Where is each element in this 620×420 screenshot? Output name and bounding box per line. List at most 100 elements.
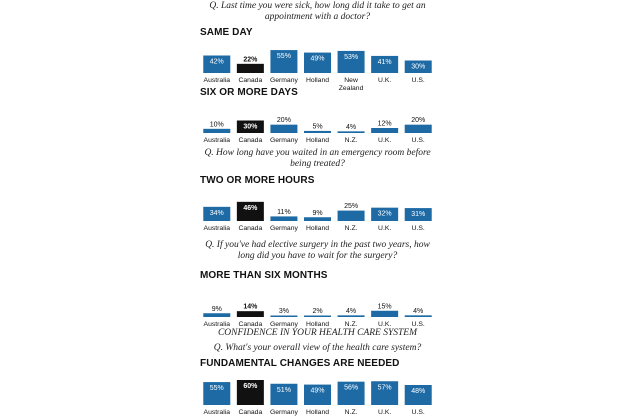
- chart-1-bar-1: [203, 55, 231, 73]
- chart-3-svg: 34% Australia 46% Canada 11% Germany 9% Holland…: [203, 201, 432, 232]
- chart-3-bar-5: [337, 210, 365, 221]
- chart-1-category-label-4: Holland: [306, 77, 329, 84]
- chart-5-bar-5: [337, 381, 365, 405]
- chart-1-category-label-7: U.S.: [412, 77, 425, 84]
- section-title: CONFIDENCE IN YOUR HEALTH CARE SYSTEM: [217, 328, 418, 338]
- chart-3-value-label-6: 32%: [378, 211, 392, 218]
- chart-5-value-label-5: 56%: [344, 385, 358, 392]
- chart-2-category-label-3: Germany: [270, 137, 299, 144]
- chart-4-value-label-2: 14%: [243, 304, 258, 311]
- chart-4-value-label-6: 15%: [378, 303, 392, 310]
- chart-5-value-label-1: 55%: [210, 385, 224, 392]
- chart-1-value-label-4: 49%: [310, 56, 324, 63]
- chart-3-heading: TWO OR MORE HOURS: [200, 175, 315, 186]
- chart-4-value-label-5: 4%: [346, 308, 356, 315]
- chart-3-bar-3: [270, 216, 298, 221]
- chart-4-svg: 9% Australia 14% Canada 3% Germany 2% Holland 4%…: [203, 303, 432, 328]
- chart-1-value-label-2: 22%: [243, 56, 258, 63]
- chart-2-value-label-2: 30%: [243, 124, 258, 131]
- chart-3-category-label-6: U.K.: [378, 225, 391, 232]
- chart-5-category-label-5: N.Z.: [345, 409, 358, 416]
- chart-5-svg: 55% Australia 60% Canada 51% Germany 49% Hollan…: [203, 380, 432, 416]
- chart-5: 55% Australia 60% Canada 51% Germany 49% Hollan…: [200, 370, 435, 420]
- chart-3-category-label-7: U.S.: [412, 225, 425, 232]
- chart-2-bar-7: [404, 124, 432, 133]
- chart-3-category-label-2: Canada: [238, 225, 262, 232]
- chart-1-value-label-1: 42%: [210, 59, 224, 66]
- chart-2-category-label-5: N.Z.: [345, 137, 358, 144]
- chart-5-category-label-7: U.S.: [412, 409, 425, 416]
- chart-5-bar-6: [371, 381, 399, 405]
- question-2: Q. How long have you waited in an emerge…: [204, 148, 431, 169]
- chart-2-value-label-4: 5%: [312, 123, 322, 130]
- chart-1: 42% Australia 22% Canada 55% Germany 49% Hollan…: [200, 38, 435, 96]
- chart-1-bar-7: [404, 60, 432, 73]
- chart-1-bar-5: [337, 50, 365, 73]
- chart-2-category-label-1: Australia: [204, 137, 231, 144]
- chart-2-category-label-2: Canada: [238, 137, 262, 144]
- chart-1-bar-4: [304, 52, 331, 73]
- chart-5-value-label-2: 60%: [243, 383, 258, 390]
- chart-1-category-label-6: U.K.: [378, 77, 391, 84]
- chart-4-value-label-7: 4%: [413, 308, 423, 315]
- chart-3-value-label-2: 46%: [243, 205, 258, 212]
- question-1: Q. Last time you were sick, how long did…: [209, 1, 426, 22]
- chart-4-bar-3: [270, 315, 298, 317]
- chart-1-value-label-5: 53%: [344, 54, 358, 61]
- chart-3-bar-6: [371, 207, 399, 221]
- chart-4-category-label-3: Germany: [270, 321, 299, 328]
- chart-1-value-label-6: 41%: [378, 59, 392, 66]
- chart-1-value-label-7: 30%: [411, 64, 425, 71]
- chart-3-value-label-4: 9%: [312, 210, 322, 217]
- chart-3-value-label-7: 31%: [411, 211, 425, 218]
- chart-2-category-label-7: U.S.: [412, 137, 425, 144]
- chart-5-category-label-6: U.K.: [378, 409, 391, 416]
- chart-4: 9% Australia 14% Canada 3% Germany 2% Holland 4%…: [200, 282, 435, 332]
- chart-1-category-label-3: Germany: [270, 77, 299, 84]
- chart-4-category-label-6: U.K.: [378, 321, 391, 328]
- chart-4-value-label-3: 3%: [279, 308, 289, 315]
- chart-5-value-label-3: 51%: [277, 387, 291, 394]
- chart-1-category-label-1: Australia: [204, 77, 231, 84]
- chart-5-category-label-3: Germany: [270, 409, 299, 416]
- chart-2-value-label-6: 12%: [378, 121, 392, 128]
- chart-4-value-label-1: 9%: [212, 306, 222, 313]
- chart-5-heading: FUNDAMENTAL CHANGES ARE NEEDED: [200, 358, 400, 369]
- chart-4-category-label-5: N.Z.: [345, 321, 358, 328]
- chart-5-category-label-4: Holland: [306, 409, 329, 416]
- chart-3-bar-7: [404, 208, 432, 221]
- chart-4-bar-7: [404, 315, 432, 317]
- chart-2-bar-3: [270, 124, 298, 133]
- chart-2-bar-1: [203, 128, 231, 133]
- chart-2-category-label-6: U.K.: [378, 137, 391, 144]
- chart-4-bar-5: [337, 315, 365, 317]
- chart-5-category-label-1: Australia: [204, 409, 231, 416]
- chart-4-bar-6: [371, 310, 399, 317]
- chart-2-bar-2: [236, 120, 264, 133]
- chart-1-bar-6: [371, 55, 399, 73]
- chart-5-value-label-4: 49%: [310, 388, 324, 395]
- chart-4-category-label-7: U.S.: [412, 321, 425, 328]
- chart-3-category-label-1: Australia: [204, 225, 231, 232]
- chart-1-bar-2: [236, 63, 264, 73]
- chart-3-value-label-1: 34%: [210, 210, 224, 217]
- chart-2-svg: 10% Australia 30% Canada 20% Germany 5% Holland…: [203, 117, 432, 144]
- chart-3-bar-1: [203, 206, 231, 221]
- chart-5-value-label-7: 48%: [411, 388, 425, 395]
- chart-4-value-label-4: 2%: [312, 308, 322, 315]
- chart-2-value-label-5: 4%: [346, 124, 356, 131]
- chart-1-svg: 42% Australia 22% Canada 55% Germany 49% Hollan…: [203, 50, 432, 92]
- chart-3-bar-2: [236, 201, 264, 221]
- chart-4-bar-1: [203, 313, 231, 317]
- chart-3-category-label-3: Germany: [270, 225, 299, 232]
- chart-5-value-label-6: 57%: [378, 384, 392, 391]
- chart-3-category-label-5: N.Z.: [345, 225, 358, 232]
- chart-1-bar-3: [270, 50, 298, 73]
- chart-1-value-label-3: 55%: [277, 53, 291, 60]
- chart-3-bar-4: [304, 217, 331, 221]
- chart-2-bar-6: [371, 128, 399, 133]
- chart-3: 34% Australia 46% Canada 11% Germany 9% Holland…: [200, 186, 435, 236]
- chart-5-category-label-2: Canada: [238, 409, 262, 416]
- question-4: Q. What's your overall view of the healt…: [213, 343, 422, 353]
- chart-4-heading: MORE THAN SIX MONTHS: [200, 270, 328, 281]
